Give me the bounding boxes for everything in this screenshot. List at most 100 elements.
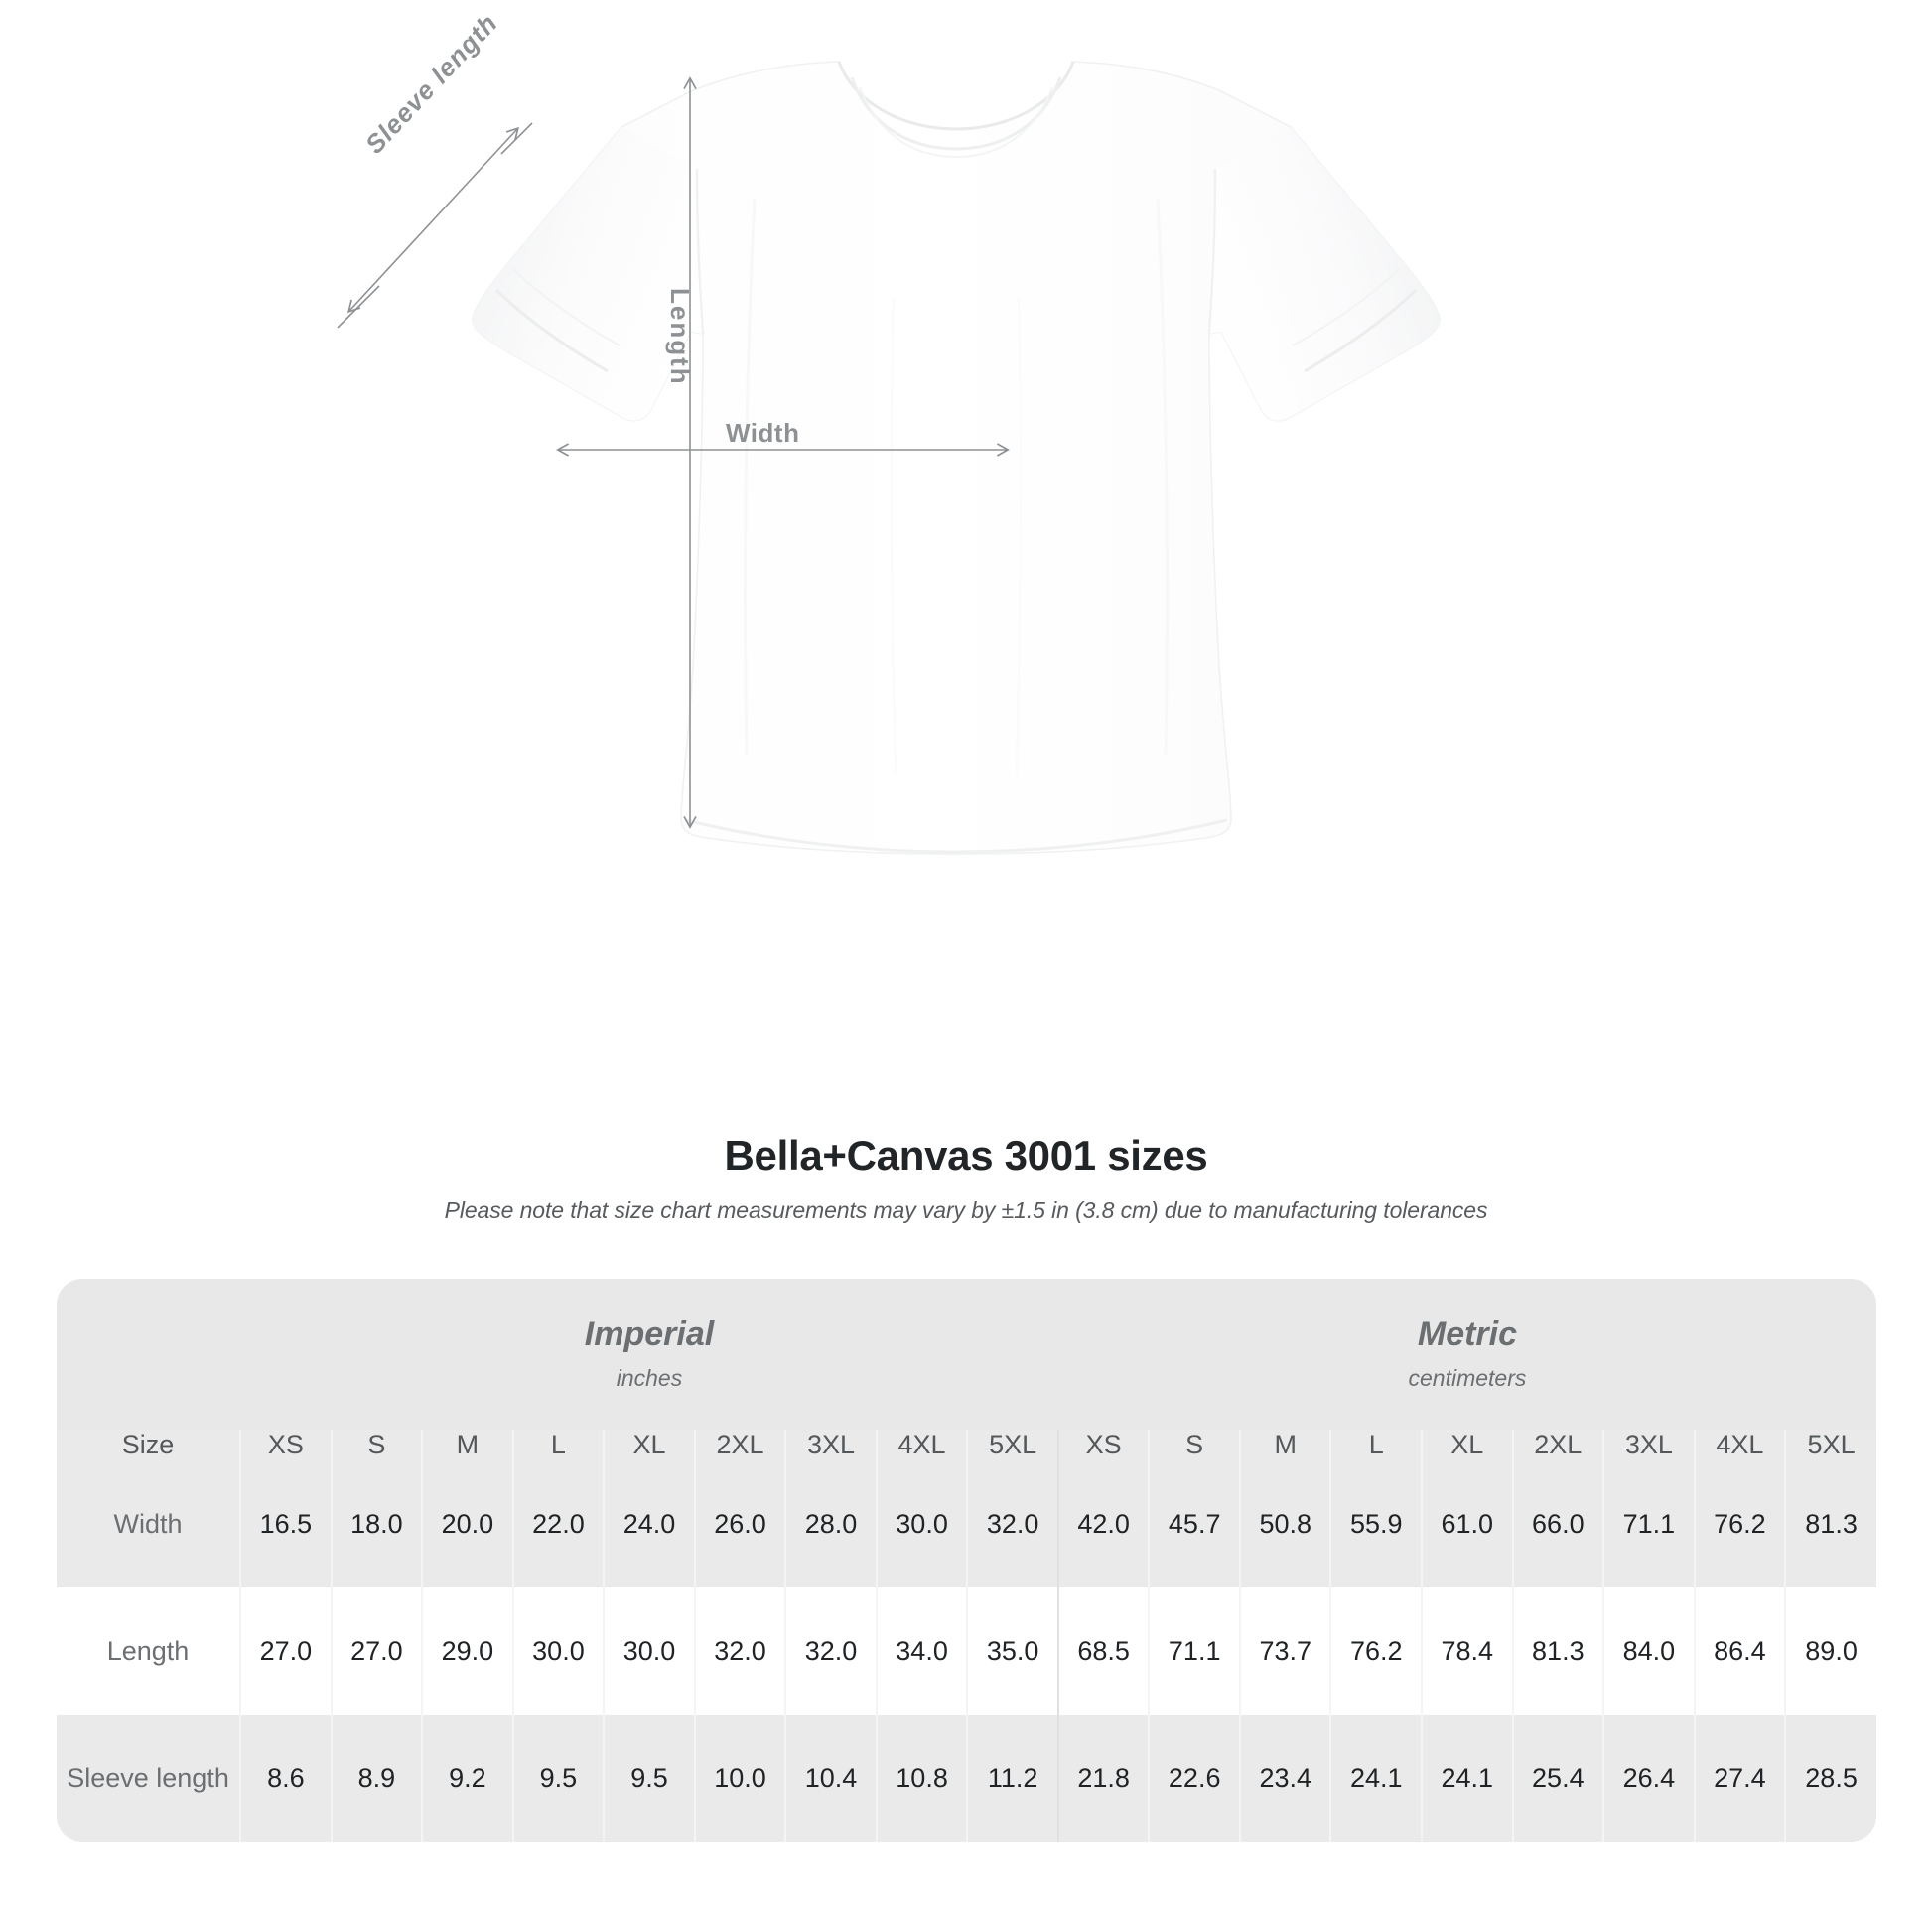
table-row: Sleeve length 8.6 8.9 9.2 9.5 9.5 10.0 10.4 10.8… xyxy=(57,1715,1876,1842)
cell-sleeve-length-cm-5xl: 28.5 xyxy=(1784,1715,1876,1842)
cell-width-in-4xl: 30.0 xyxy=(875,1460,968,1587)
cell-length-cm-3xl: 84.0 xyxy=(1602,1587,1695,1715)
size-header-imperial-l: L xyxy=(511,1430,605,1460)
cell-width-in-l: 22.0 xyxy=(511,1460,605,1587)
table-body: Width 16.5 18.0 20.0 22.0 24.0 26.0 28.0 30.0 32.… xyxy=(57,1460,1876,1842)
tshirt-illustration xyxy=(337,61,1441,855)
cell-sleeve-length-in-3xl: 10.4 xyxy=(784,1715,877,1842)
size-header-imperial-2xl: 2XL xyxy=(693,1430,786,1460)
size-header-metric-s: S xyxy=(1148,1430,1240,1460)
unit-name-imperial: Imperial xyxy=(584,1314,715,1353)
cell-length-in-5xl: 35.0 xyxy=(966,1587,1058,1715)
cell-sleeve-length-cm-2xl: 25.4 xyxy=(1511,1715,1604,1842)
length-label: Length xyxy=(665,288,695,386)
cell-sleeve-length-cm-m: 23.4 xyxy=(1238,1715,1331,1842)
cell-sleeve-length-cm-l: 24.1 xyxy=(1329,1715,1423,1842)
cell-sleeve-length-in-s: 8.9 xyxy=(330,1715,423,1842)
size-header-metric-3xl: 3XL xyxy=(1602,1430,1695,1460)
row-label-length: Length xyxy=(57,1587,241,1715)
cell-width-in-5xl: 32.0 xyxy=(966,1460,1058,1587)
cell-length-cm-m: 73.7 xyxy=(1238,1587,1331,1715)
unit-sub-metric: centimeters xyxy=(1408,1364,1527,1391)
measurement-lines xyxy=(337,76,1010,829)
size-header-metric-5xl: 5XL xyxy=(1784,1430,1876,1460)
table-row: Width 16.5 18.0 20.0 22.0 24.0 26.0 28.0 30.0 32.… xyxy=(57,1460,1876,1587)
sleeve-tick-lower xyxy=(337,285,380,329)
cell-length-cm-4xl: 86.4 xyxy=(1693,1587,1786,1715)
unit-band-spacer xyxy=(57,1279,241,1430)
size-header-metric-4xl: 4XL xyxy=(1693,1430,1786,1460)
cell-sleeve-length-cm-s: 22.6 xyxy=(1148,1715,1240,1842)
cell-width-in-xs: 16.5 xyxy=(239,1460,332,1587)
cell-width-in-xl: 24.0 xyxy=(603,1460,695,1587)
cell-sleeve-length-cm-xl: 24.1 xyxy=(1421,1715,1513,1842)
cell-length-in-4xl: 34.0 xyxy=(875,1587,968,1715)
cell-length-in-s: 27.0 xyxy=(330,1587,423,1715)
size-header-imperial-xl: XL xyxy=(603,1430,695,1460)
cell-sleeve-length-in-xl: 9.5 xyxy=(603,1715,695,1842)
cell-length-in-2xl: 32.0 xyxy=(693,1587,786,1715)
title-block: Bella+Canvas 3001 sizes Please note that… xyxy=(0,1132,1932,1224)
cell-width-cm-2xl: 66.0 xyxy=(1511,1460,1604,1587)
cell-width-cm-m: 50.8 xyxy=(1238,1460,1331,1587)
unit-band-row: Imperial inches Metric centimeters xyxy=(57,1279,1876,1430)
cell-length-in-3xl: 32.0 xyxy=(784,1587,877,1715)
size-table-wrapper: Imperial inches Metric centimeters Size … xyxy=(57,1279,1876,1842)
table-row: Length 27.0 27.0 29.0 30.0 30.0 32.0 32.0 34.0 35… xyxy=(57,1587,1876,1715)
cell-sleeve-length-in-xs: 8.6 xyxy=(239,1715,332,1842)
cell-length-cm-xs: 68.5 xyxy=(1056,1587,1150,1715)
cell-width-cm-xl: 61.0 xyxy=(1421,1460,1513,1587)
row-label-sleeve-length: Sleeve length xyxy=(57,1715,241,1842)
cell-length-cm-5xl: 89.0 xyxy=(1784,1587,1876,1715)
unit-name-metric: Metric xyxy=(1417,1314,1518,1353)
size-header-metric-m: M xyxy=(1238,1430,1331,1460)
cell-sleeve-length-cm-3xl: 26.4 xyxy=(1602,1715,1695,1842)
cell-sleeve-length-in-2xl: 10.0 xyxy=(693,1715,786,1842)
size-header-imperial-5xl: 5XL xyxy=(966,1430,1058,1460)
cell-width-cm-l: 55.9 xyxy=(1329,1460,1423,1587)
cell-width-in-m: 20.0 xyxy=(421,1460,513,1587)
row-label-width: Width xyxy=(57,1460,241,1587)
cell-width-cm-3xl: 71.1 xyxy=(1602,1460,1695,1587)
tshirt-diagram: Sleeve length Length Width xyxy=(337,7,1441,855)
size-header-metric-2xl: 2XL xyxy=(1511,1430,1604,1460)
cell-length-in-m: 29.0 xyxy=(421,1587,513,1715)
cell-sleeve-length-in-l: 9.5 xyxy=(511,1715,605,1842)
cell-sleeve-length-in-m: 9.2 xyxy=(421,1715,513,1842)
size-header-imperial-3xl: 3XL xyxy=(784,1430,877,1460)
cell-sleeve-length-cm-4xl: 27.4 xyxy=(1693,1715,1786,1842)
unit-group-imperial: Imperial inches xyxy=(240,1279,1058,1430)
size-header-imperial-4xl: 4XL xyxy=(875,1430,968,1460)
size-header-imperial-xs: XS xyxy=(239,1430,332,1460)
size-table: Imperial inches Metric centimeters Size … xyxy=(57,1279,1876,1842)
width-label: Width xyxy=(726,418,800,448)
tshirt-shape xyxy=(472,61,1441,855)
cell-width-in-2xl: 26.0 xyxy=(693,1460,786,1587)
size-header-metric-xs: XS xyxy=(1056,1430,1150,1460)
cell-width-cm-5xl: 81.3 xyxy=(1784,1460,1876,1587)
cell-length-cm-l: 76.2 xyxy=(1329,1587,1423,1715)
size-header-imperial-m: M xyxy=(421,1430,513,1460)
cell-length-in-xl: 30.0 xyxy=(603,1587,695,1715)
size-header-row: Size XS S M L XL 2XL 3XL 4XL 5XL XS S M L XL 2XL 3XL 4XL… xyxy=(57,1430,1876,1460)
cell-length-in-xs: 27.0 xyxy=(239,1587,332,1715)
size-header-metric-xl: XL xyxy=(1421,1430,1513,1460)
cell-length-cm-2xl: 81.3 xyxy=(1511,1587,1604,1715)
size-header-label: Size xyxy=(57,1430,241,1460)
size-header-metric-l: L xyxy=(1329,1430,1423,1460)
size-header-imperial-s: S xyxy=(330,1430,423,1460)
cell-length-cm-xl: 78.4 xyxy=(1421,1587,1513,1715)
cell-width-cm-s: 45.7 xyxy=(1148,1460,1240,1587)
cell-width-cm-4xl: 76.2 xyxy=(1693,1460,1786,1587)
cell-length-cm-s: 71.1 xyxy=(1148,1587,1240,1715)
cell-width-cm-xs: 42.0 xyxy=(1056,1460,1150,1587)
sleeve-tick-upper xyxy=(500,122,533,155)
tolerance-note: Please note that size chart measurements… xyxy=(444,1197,1488,1223)
unit-group-metric: Metric centimeters xyxy=(1057,1279,1876,1430)
cell-width-in-3xl: 28.0 xyxy=(784,1460,877,1587)
cell-length-in-l: 30.0 xyxy=(511,1587,605,1715)
cell-sleeve-length-cm-xs: 21.8 xyxy=(1056,1715,1150,1842)
cell-width-in-s: 18.0 xyxy=(330,1460,423,1587)
page-title: Bella+Canvas 3001 sizes xyxy=(724,1132,1208,1178)
